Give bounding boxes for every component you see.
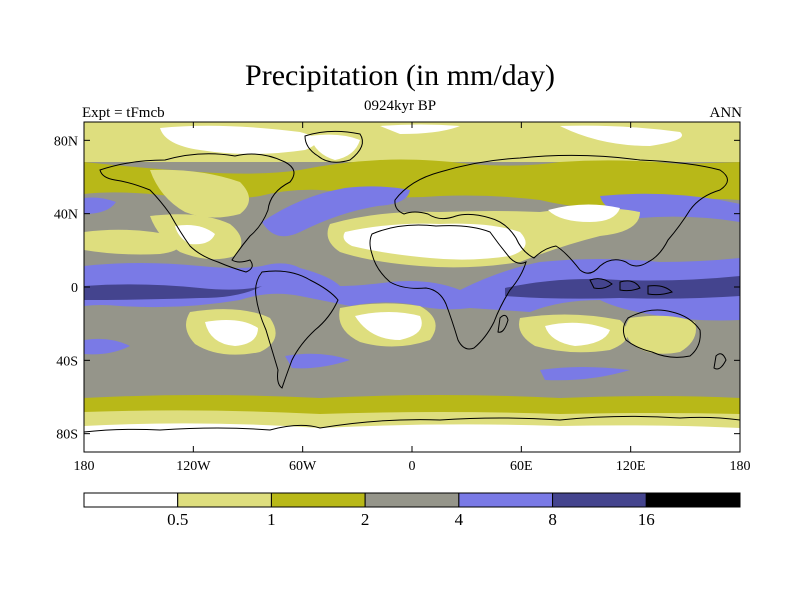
lon-tick-label: 60W bbox=[289, 459, 317, 474]
field-itcz-heavy bbox=[84, 276, 740, 300]
field-canada bbox=[150, 169, 249, 218]
colorbar-label: 2 bbox=[361, 510, 370, 529]
field-sind-dry bbox=[545, 322, 610, 346]
colorbar-box bbox=[552, 492, 647, 508]
lat-tick-label: 80N bbox=[54, 134, 78, 149]
field-antarctica-dry bbox=[84, 423, 740, 452]
lat-tick-label: 80S bbox=[56, 428, 78, 443]
colorbar-box bbox=[364, 492, 460, 508]
season-label: ANN bbox=[709, 105, 743, 121]
coast-africa bbox=[369, 224, 527, 350]
lon-tick-label: 60E bbox=[510, 459, 533, 474]
colorbar-box bbox=[83, 492, 179, 508]
lon-tick-label: 180 bbox=[74, 459, 95, 474]
field-australia bbox=[625, 315, 696, 354]
colorbar-label: 8 bbox=[548, 510, 557, 529]
field-central-asia-dry bbox=[548, 204, 620, 222]
coast-australia bbox=[622, 309, 701, 358]
field-arctic-dry bbox=[160, 124, 682, 154]
lon-tick-label: 0 bbox=[409, 459, 416, 474]
field-north-atlantic-storm bbox=[262, 186, 410, 237]
colorbar-box bbox=[177, 492, 272, 508]
field-south-storm bbox=[84, 338, 630, 381]
colorbar-label: 0.5 bbox=[167, 510, 188, 529]
coast-north-america bbox=[99, 153, 295, 273]
coast-eurasia bbox=[394, 154, 728, 274]
lat-tick-label: 0 bbox=[71, 281, 78, 296]
map-field bbox=[84, 122, 740, 452]
lon-tick-label: 180 bbox=[730, 459, 751, 474]
coast-maritime-continent bbox=[589, 278, 673, 296]
coast-madagascar bbox=[497, 314, 509, 333]
colorbar-box bbox=[458, 492, 554, 508]
coast-antarctica bbox=[84, 415, 740, 433]
coast-new-zealand bbox=[713, 353, 727, 370]
lat-tick-label: 40N bbox=[54, 208, 78, 223]
coast-greenland bbox=[304, 130, 363, 163]
colorbar-box bbox=[270, 492, 366, 508]
lat-tick-label: 40S bbox=[56, 354, 78, 369]
field-npac-subtropic bbox=[84, 229, 180, 255]
map-subtitle: 0924kyr BP bbox=[363, 98, 437, 114]
colorbar: 0.5 1 2 4 8 16 bbox=[83, 492, 741, 529]
map-title: Precipitation (in mm/day) bbox=[245, 59, 555, 92]
field-sahara-dry bbox=[343, 223, 526, 260]
colorbar-label: 4 bbox=[455, 510, 464, 529]
field-greenland bbox=[310, 134, 360, 160]
lon-tick-label: 120E bbox=[616, 459, 646, 474]
colorbar-label: 16 bbox=[638, 510, 655, 529]
colorbar-box bbox=[645, 492, 741, 508]
colorbar-label: 1 bbox=[267, 510, 276, 529]
field-itcz bbox=[84, 258, 740, 321]
experiment-label: Expt = tFmcb bbox=[82, 105, 165, 121]
field-spac-dry bbox=[205, 320, 258, 346]
coast-south-america bbox=[255, 270, 339, 389]
field-satl-dry bbox=[355, 312, 422, 340]
lon-tick-label: 120W bbox=[176, 459, 211, 474]
map-axes: 180 120W 60W 0 60E 120E 180 80N 40N 0 40S 80S bbox=[54, 122, 751, 474]
coastlines bbox=[84, 130, 740, 433]
